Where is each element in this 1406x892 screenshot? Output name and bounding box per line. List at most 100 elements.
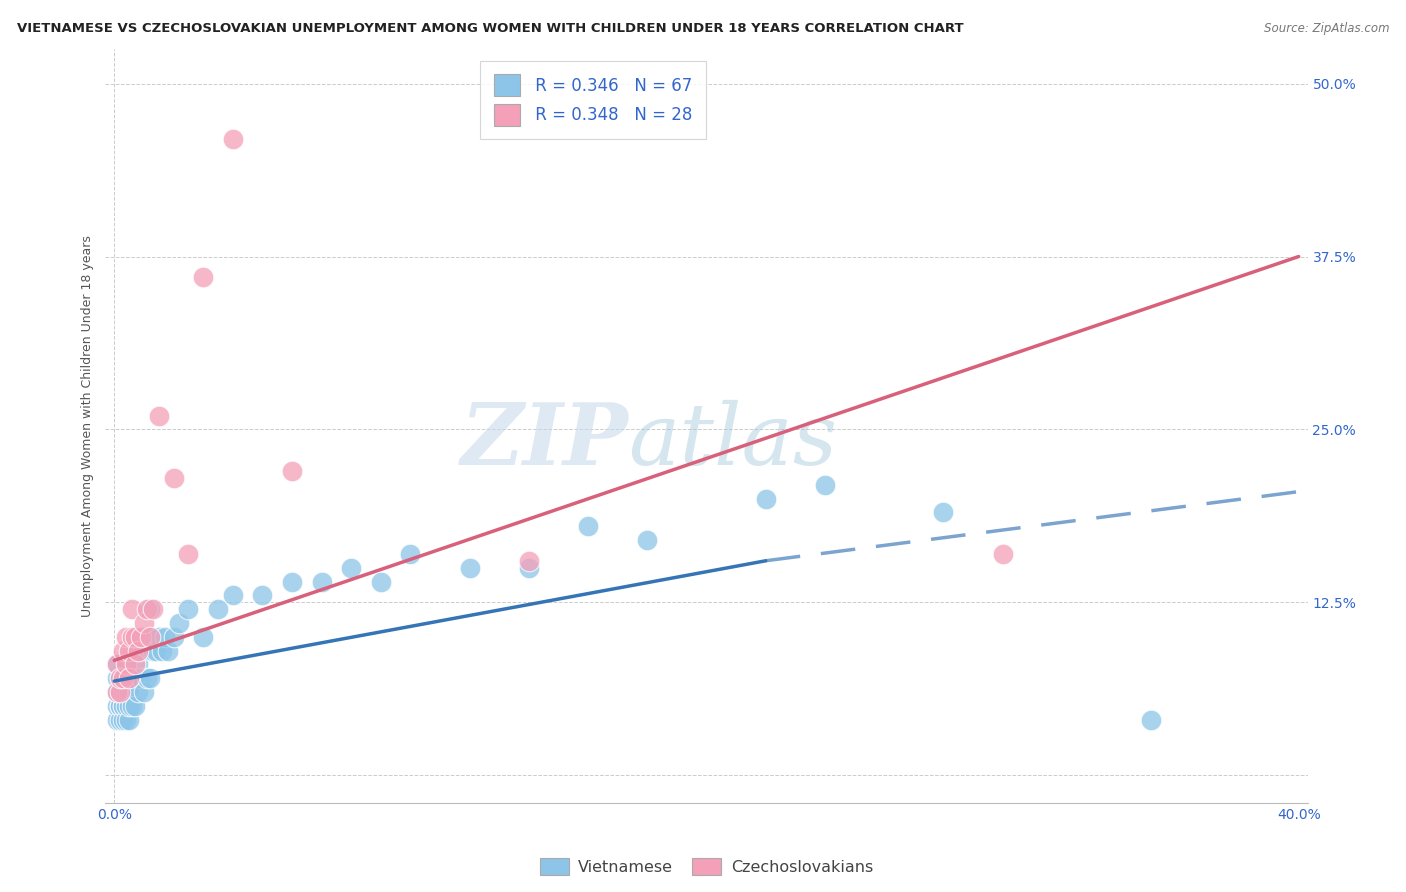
Point bbox=[118, 671, 141, 685]
Point bbox=[142, 643, 165, 657]
Point bbox=[105, 671, 128, 685]
Point bbox=[191, 630, 214, 644]
Point bbox=[129, 643, 152, 657]
Text: ZIP: ZIP bbox=[461, 400, 628, 483]
Legend: Vietnamese, Czechoslovakians: Vietnamese, Czechoslovakians bbox=[534, 851, 879, 881]
Point bbox=[139, 602, 162, 616]
Point bbox=[177, 602, 200, 616]
Point bbox=[148, 630, 170, 644]
Point bbox=[145, 643, 167, 657]
Point bbox=[156, 643, 179, 657]
Point bbox=[121, 643, 143, 657]
Point bbox=[121, 602, 143, 616]
Point bbox=[105, 685, 128, 699]
Point bbox=[135, 602, 157, 616]
Point bbox=[1139, 713, 1161, 727]
Point bbox=[112, 713, 135, 727]
Point bbox=[222, 588, 245, 602]
Point bbox=[124, 643, 146, 657]
Text: Source: ZipAtlas.com: Source: ZipAtlas.com bbox=[1264, 22, 1389, 36]
Point bbox=[191, 270, 214, 285]
Point bbox=[118, 685, 141, 699]
Point bbox=[207, 602, 229, 616]
Point bbox=[121, 630, 143, 644]
Point bbox=[105, 657, 128, 672]
Point bbox=[112, 643, 135, 657]
Point bbox=[135, 671, 157, 685]
Point bbox=[115, 630, 138, 644]
Point bbox=[124, 698, 146, 713]
Point bbox=[110, 685, 132, 699]
Point bbox=[755, 491, 778, 506]
Point bbox=[121, 698, 143, 713]
Point bbox=[115, 713, 138, 727]
Point bbox=[118, 671, 141, 685]
Point bbox=[129, 671, 152, 685]
Point bbox=[814, 477, 837, 491]
Point bbox=[142, 602, 165, 616]
Point bbox=[139, 630, 162, 644]
Text: atlas: atlas bbox=[628, 400, 838, 483]
Point bbox=[132, 685, 155, 699]
Point bbox=[399, 547, 422, 561]
Point bbox=[517, 560, 540, 574]
Point bbox=[132, 630, 155, 644]
Point bbox=[127, 643, 149, 657]
Point bbox=[112, 698, 135, 713]
Point bbox=[115, 657, 138, 672]
Point bbox=[105, 685, 128, 699]
Point bbox=[932, 505, 955, 519]
Point bbox=[135, 630, 157, 644]
Point bbox=[370, 574, 392, 589]
Point bbox=[110, 698, 132, 713]
Point bbox=[112, 698, 135, 713]
Point bbox=[112, 671, 135, 685]
Point bbox=[281, 464, 304, 478]
Point bbox=[127, 657, 149, 672]
Point bbox=[105, 698, 128, 713]
Point bbox=[112, 685, 135, 699]
Point bbox=[162, 630, 184, 644]
Point bbox=[150, 643, 173, 657]
Point bbox=[110, 685, 132, 699]
Point bbox=[121, 671, 143, 685]
Point bbox=[129, 630, 152, 644]
Point bbox=[110, 713, 132, 727]
Point bbox=[252, 588, 274, 602]
Point bbox=[132, 615, 155, 630]
Text: VIETNAMESE VS CZECHOSLOVAKIAN UNEMPLOYMENT AMONG WOMEN WITH CHILDREN UNDER 18 YE: VIETNAMESE VS CZECHOSLOVAKIAN UNEMPLOYME… bbox=[17, 22, 963, 36]
Point bbox=[115, 657, 138, 672]
Point bbox=[110, 698, 132, 713]
Point bbox=[162, 471, 184, 485]
Point bbox=[340, 560, 363, 574]
Point bbox=[124, 630, 146, 644]
Point bbox=[458, 560, 481, 574]
Point bbox=[222, 132, 245, 146]
Point bbox=[118, 713, 141, 727]
Point bbox=[311, 574, 333, 589]
Point bbox=[127, 685, 149, 699]
Point bbox=[576, 519, 599, 533]
Point bbox=[177, 547, 200, 561]
Point bbox=[115, 671, 138, 685]
Point bbox=[110, 671, 132, 685]
Point bbox=[169, 615, 191, 630]
Point bbox=[139, 671, 162, 685]
Point bbox=[118, 698, 141, 713]
Point bbox=[105, 713, 128, 727]
Point bbox=[115, 685, 138, 699]
Point bbox=[110, 685, 132, 699]
Point bbox=[115, 698, 138, 713]
Y-axis label: Unemployment Among Women with Children Under 18 years: Unemployment Among Women with Children U… bbox=[82, 235, 94, 617]
Point bbox=[112, 671, 135, 685]
Point bbox=[148, 409, 170, 423]
Point bbox=[105, 657, 128, 672]
Point bbox=[636, 533, 658, 547]
Point bbox=[118, 643, 141, 657]
Point bbox=[153, 630, 176, 644]
Point bbox=[110, 671, 132, 685]
Point bbox=[991, 547, 1014, 561]
Point bbox=[281, 574, 304, 589]
Point bbox=[517, 554, 540, 568]
Point bbox=[124, 657, 146, 672]
